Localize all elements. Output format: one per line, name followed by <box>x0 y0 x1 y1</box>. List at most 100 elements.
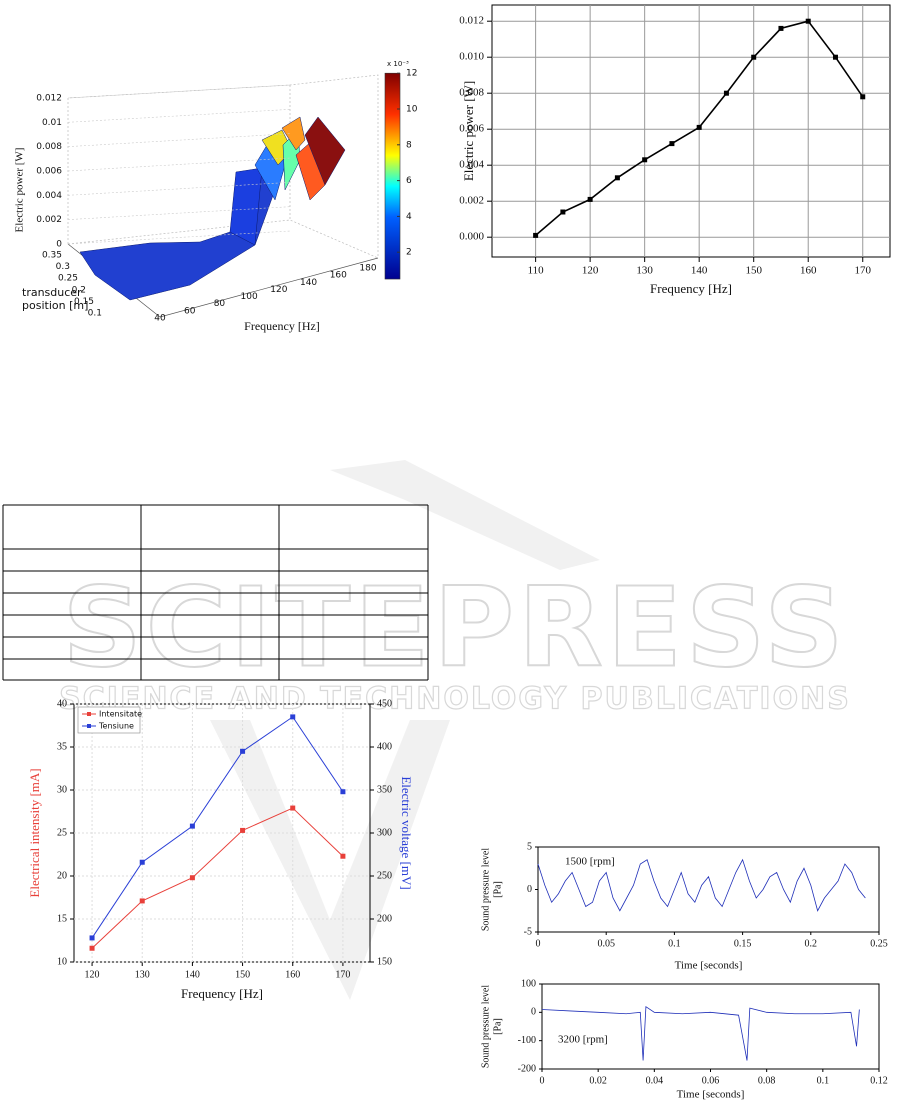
grid-line <box>67 84 291 99</box>
surface <box>79 116 346 301</box>
y-tick-label: 10 <box>57 956 67 967</box>
y2-tick-label: 350 <box>377 784 392 795</box>
marker <box>139 898 145 904</box>
legend-swatch <box>87 712 91 716</box>
grid-line <box>67 157 291 172</box>
y2-tick-label: 400 <box>377 741 392 752</box>
y-axis-label: [Pa] <box>492 1018 503 1035</box>
x-tick-label: 140 <box>185 969 200 980</box>
table <box>2 504 429 681</box>
colorbar-tick-label: 4 <box>406 212 412 222</box>
marker <box>832 54 838 60</box>
marker <box>614 175 620 181</box>
legend-label: Intensitate <box>99 710 142 719</box>
y-tick-label: 30 <box>57 784 67 795</box>
marker <box>340 853 346 859</box>
x-tick-label: 0.04 <box>646 1075 664 1086</box>
marker <box>533 232 539 238</box>
x-tick-label: 180 <box>359 264 376 274</box>
marker <box>240 827 246 833</box>
y-tick-label: 35 <box>57 741 67 752</box>
y-tick-label: 40 <box>57 698 67 709</box>
x-tick-label: 140 <box>300 278 317 288</box>
x-tick-label: 140 <box>691 265 708 277</box>
annotation: 3200 [rpm] <box>558 1034 608 1046</box>
y-axis-label: Electrical intensity [mA] <box>27 768 42 897</box>
z-tick-label: 0.012 <box>36 94 62 104</box>
x-tick-label: 0.12 <box>870 1075 888 1086</box>
surface-patch <box>304 116 346 186</box>
y-tick-label: 0.15 <box>74 297 94 307</box>
x-tick-label: 130 <box>135 969 150 980</box>
y-tick-label: 0.004 <box>459 159 484 171</box>
marker <box>723 90 729 96</box>
marker <box>89 945 95 951</box>
legend-swatch <box>87 724 91 728</box>
y-axis-label: Electric power [W] <box>461 81 476 181</box>
grid-line <box>67 133 291 147</box>
x-tick-label: 0.05 <box>597 938 615 949</box>
x-tick-label: 100 <box>241 292 258 302</box>
x-axis-label: Time [seconds] <box>677 1089 745 1101</box>
y-tick-label: -200 <box>518 1063 536 1074</box>
x-tick-label: 80 <box>214 299 226 309</box>
x-tick-label: 120 <box>85 969 100 980</box>
z-tick-label: 0.01 <box>42 118 62 128</box>
series-line <box>91 807 344 949</box>
x-tick-label: 0.15 <box>734 938 752 949</box>
x-tick-label: 0.1 <box>817 1075 830 1086</box>
marker <box>340 789 346 795</box>
colorbar-tick-label: 12 <box>406 69 417 79</box>
y-tick-label: 15 <box>57 913 67 924</box>
marker <box>89 935 95 941</box>
y-tick-label: 0.2 <box>72 285 86 295</box>
y-tick-label: -5 <box>524 926 532 937</box>
x-tick-label: 120 <box>582 265 599 277</box>
marker <box>290 714 296 720</box>
legend-label: Tensiune <box>98 722 134 731</box>
x-tick-label: 150 <box>745 265 762 277</box>
grid-line <box>67 230 291 245</box>
y-tick-label: 0.25 <box>58 274 78 284</box>
x-axis-label: Frequency [Hz] <box>650 281 732 296</box>
x-tick-label: 120 <box>270 285 287 295</box>
colorbar-tick-label: 2 <box>406 248 412 258</box>
y-tick-label: 25 <box>57 827 67 838</box>
x-tick-label: 170 <box>335 969 350 980</box>
colorbar-tick-label: 8 <box>406 140 412 150</box>
marker <box>139 859 145 865</box>
x-tick-label: 160 <box>800 265 817 277</box>
y-tick-label: 0.002 <box>459 195 484 207</box>
marker <box>669 141 675 147</box>
y-tick-label: 5 <box>527 841 532 852</box>
x-axis-label: Time [seconds] <box>675 960 743 972</box>
z-tick-label: 0 <box>56 240 62 250</box>
marker <box>860 94 866 100</box>
y-tick-label: 0.000 <box>459 231 484 243</box>
y-tick-label: 0.35 <box>42 251 62 261</box>
plot-frame <box>491 4 891 258</box>
x-tick-label: 0 <box>540 1075 545 1086</box>
watermark-subtitle: SCIENCE AND TECHNOLOGY PUBLICATIONS <box>59 682 851 717</box>
z-tick-label: 0.008 <box>36 142 62 152</box>
marker <box>642 157 648 163</box>
x-tick-label: 0.1 <box>668 938 681 949</box>
annotation: 1500 [rpm] <box>565 856 615 868</box>
marker <box>696 124 702 130</box>
y2-tick-label: 450 <box>377 698 392 709</box>
y-tick-label: 0.008 <box>459 87 484 99</box>
y2-tick-label: 250 <box>377 870 392 881</box>
y-tick-label: 0.1 <box>88 309 102 319</box>
series-line <box>541 1005 860 1061</box>
x-tick-label: 150 <box>235 969 250 980</box>
marker <box>805 18 811 24</box>
watermark-title: SCITEPRESS <box>62 563 847 691</box>
y2-axis-label: Electric voltage [mV] <box>399 776 414 889</box>
marker <box>778 25 784 31</box>
y-tick-label: 100 <box>521 978 536 989</box>
grid-line <box>67 206 291 220</box>
y-tick-label: 0.006 <box>459 123 484 135</box>
y-axis-label: transducer <box>22 286 82 299</box>
x-tick-label: 0.08 <box>758 1075 776 1086</box>
